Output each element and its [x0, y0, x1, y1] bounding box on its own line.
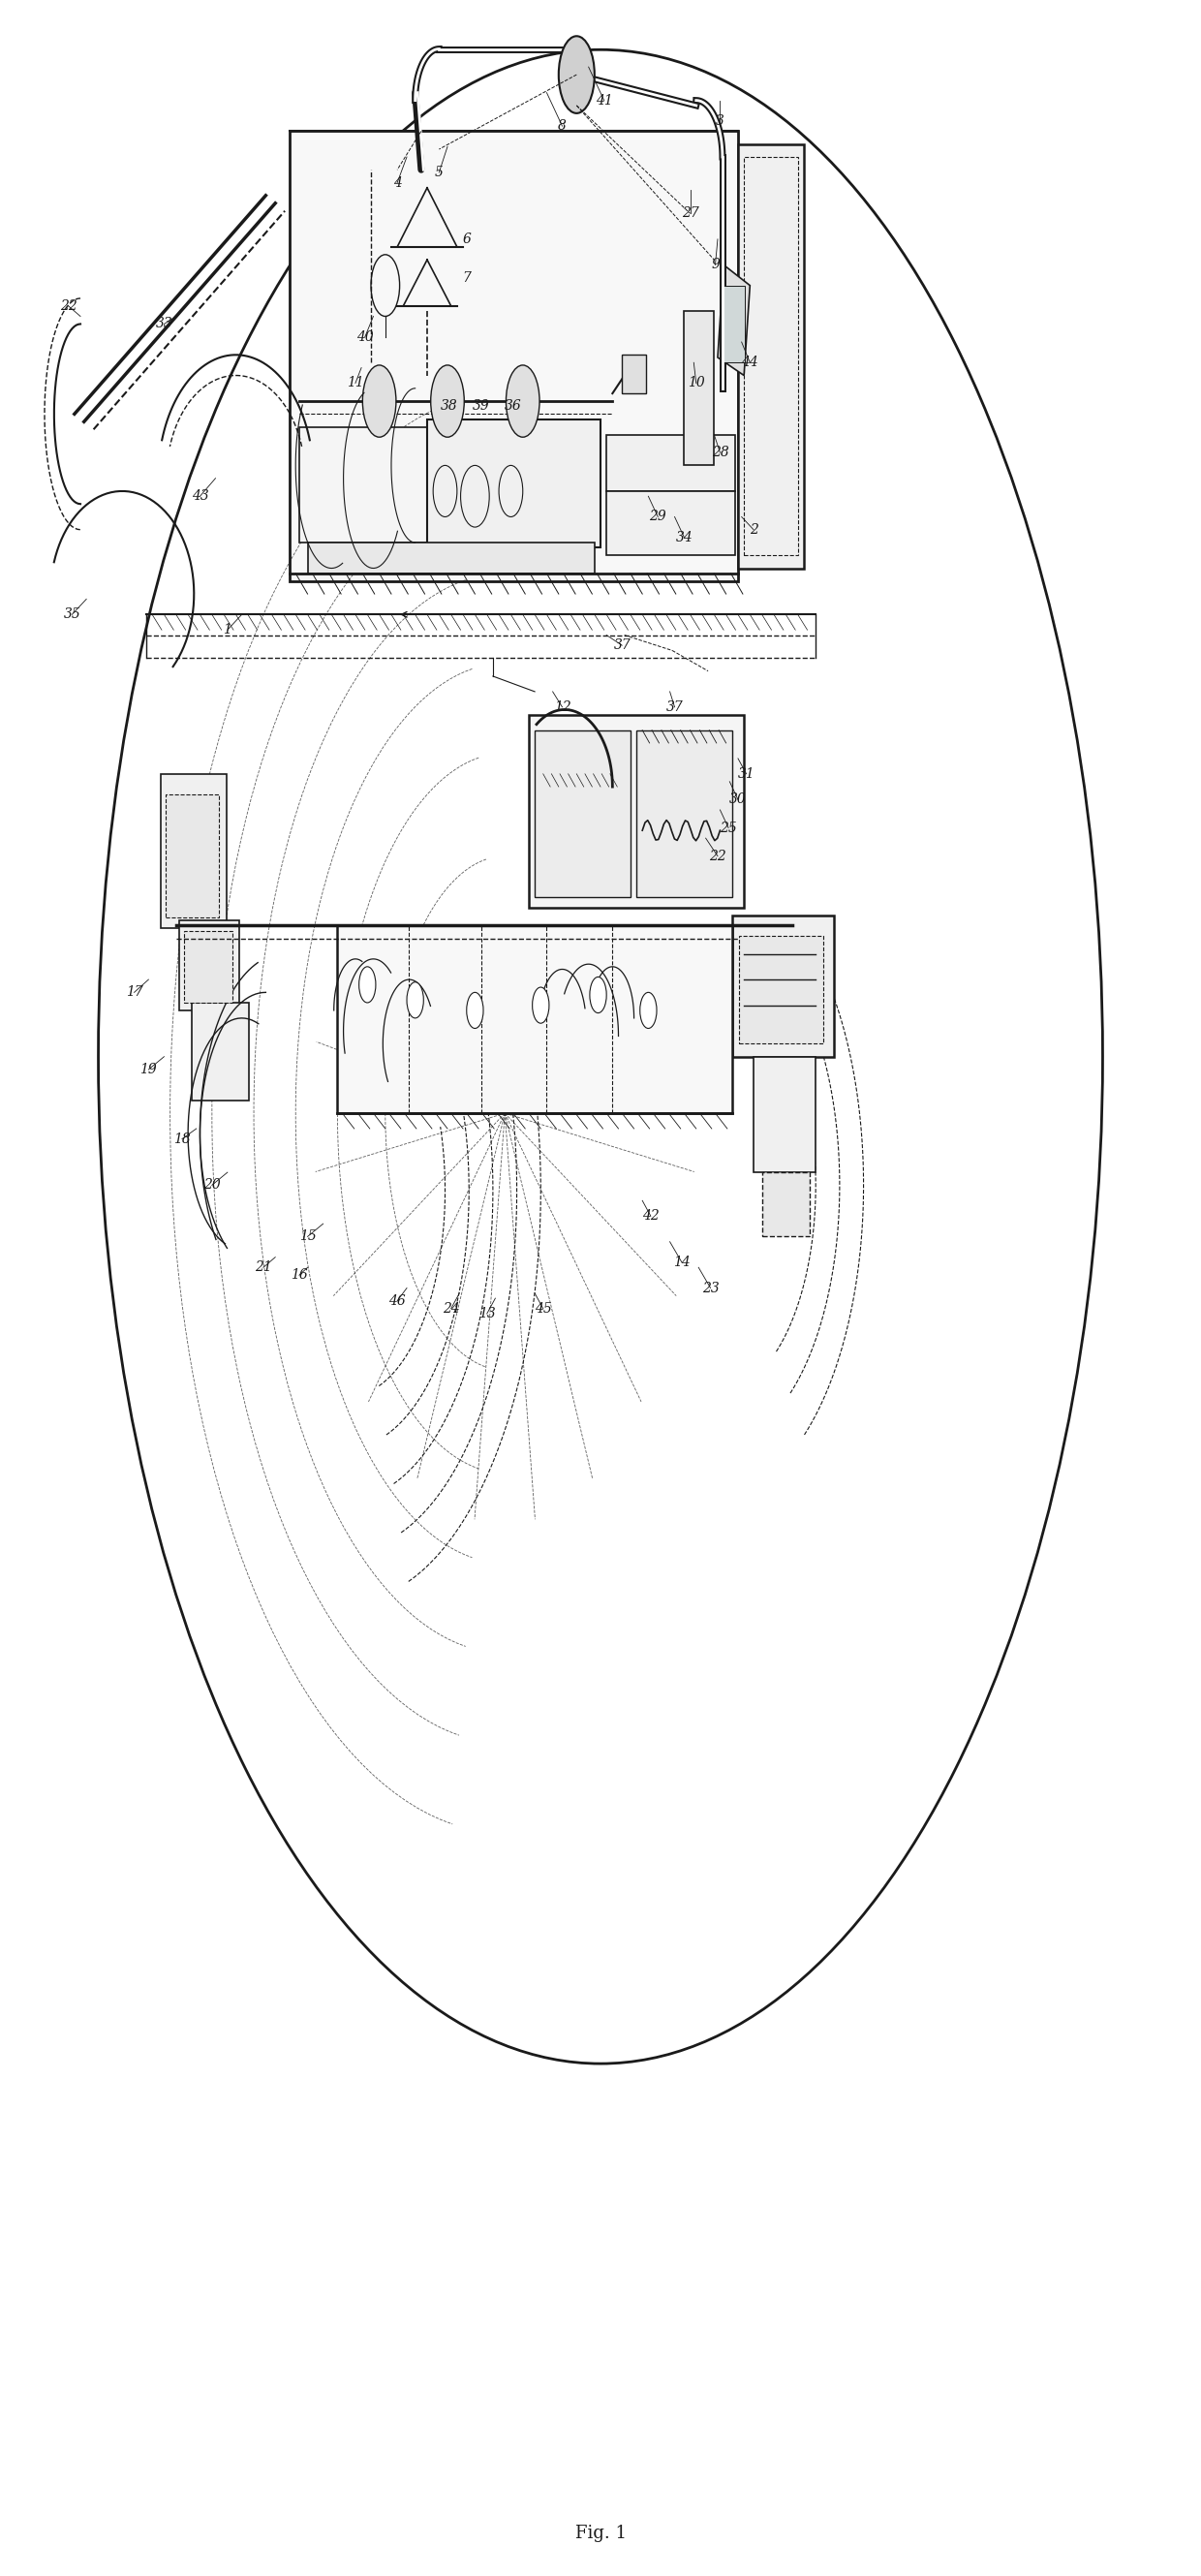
Bar [337, 925, 733, 1113]
Text: 41: 41 [596, 93, 613, 108]
Bar [180, 920, 239, 1010]
Circle shape [467, 992, 483, 1028]
Text: 18: 18 [173, 1131, 191, 1146]
Polygon shape [767, 337, 912, 634]
Bar [739, 935, 823, 1043]
Text: 27: 27 [682, 206, 699, 222]
Text: 16: 16 [291, 1267, 307, 1283]
Text: 22: 22 [709, 850, 727, 863]
Bar [722, 286, 745, 363]
Text: 43: 43 [191, 489, 209, 502]
Text: 10: 10 [687, 376, 705, 389]
Text: 36: 36 [504, 399, 521, 412]
Text: 30: 30 [729, 793, 747, 806]
Bar [607, 492, 735, 556]
Bar [685, 312, 715, 466]
Text: 15: 15 [299, 1229, 316, 1244]
Text: 33: 33 [155, 317, 173, 330]
Text: 9: 9 [711, 258, 719, 270]
Circle shape [558, 36, 594, 113]
Text: 5: 5 [435, 165, 443, 180]
Circle shape [640, 992, 657, 1028]
Text: 45: 45 [534, 1301, 551, 1316]
Circle shape [359, 966, 376, 1002]
Bar [737, 144, 803, 569]
Bar [161, 773, 226, 927]
Bar [185, 930, 232, 1002]
Text: 39: 39 [472, 399, 490, 412]
Text: 19: 19 [141, 1064, 157, 1077]
Text: 4: 4 [393, 175, 401, 191]
Text: 29: 29 [650, 510, 667, 523]
Bar [428, 420, 600, 549]
Text: 42: 42 [643, 1208, 659, 1224]
Text: 25: 25 [719, 822, 737, 835]
Bar [761, 1172, 809, 1236]
Text: 14: 14 [674, 1255, 691, 1270]
Circle shape [532, 987, 549, 1023]
Bar [607, 435, 735, 492]
Text: 23: 23 [701, 1280, 719, 1296]
Text: 3: 3 [716, 113, 724, 129]
Text: 6: 6 [462, 232, 471, 245]
Text: 11: 11 [347, 376, 364, 389]
Ellipse shape [98, 49, 1103, 2063]
Text: 20: 20 [203, 1177, 221, 1193]
Text: 24: 24 [442, 1301, 460, 1316]
Bar [534, 729, 631, 896]
Bar [307, 544, 594, 574]
Bar [192, 1002, 249, 1100]
Text: 8: 8 [558, 118, 567, 134]
Text: 2: 2 [749, 523, 758, 536]
Text: 46: 46 [389, 1293, 406, 1309]
Text: 28: 28 [711, 446, 729, 459]
Circle shape [506, 366, 539, 438]
Polygon shape [718, 265, 749, 376]
Text: 35: 35 [64, 608, 80, 621]
Circle shape [590, 976, 607, 1012]
Text: 44: 44 [741, 355, 759, 368]
Text: 40: 40 [357, 330, 374, 343]
Bar [528, 714, 743, 907]
Text: 12: 12 [554, 701, 570, 714]
Circle shape [363, 366, 396, 438]
Text: 13: 13 [478, 1306, 496, 1321]
Text: 1: 1 [223, 623, 232, 636]
Text: 37: 37 [614, 639, 631, 652]
Text: 21: 21 [255, 1260, 271, 1275]
Text: 38: 38 [440, 399, 458, 412]
Text: Fig. 1: Fig. 1 [575, 2524, 626, 2543]
Text: 34: 34 [676, 531, 693, 544]
Circle shape [407, 981, 424, 1018]
Circle shape [431, 366, 465, 438]
Bar [289, 131, 737, 582]
Text: 37: 37 [667, 701, 683, 714]
Text: 31: 31 [737, 768, 755, 781]
Bar [299, 428, 520, 544]
Text: 22: 22 [60, 299, 77, 312]
Bar [753, 1056, 815, 1172]
Bar [733, 914, 833, 1056]
Text: 7: 7 [462, 270, 471, 283]
Bar [622, 355, 646, 394]
Bar [743, 157, 797, 556]
Bar [166, 793, 219, 917]
Text: 17: 17 [126, 987, 143, 999]
Bar [637, 729, 733, 896]
